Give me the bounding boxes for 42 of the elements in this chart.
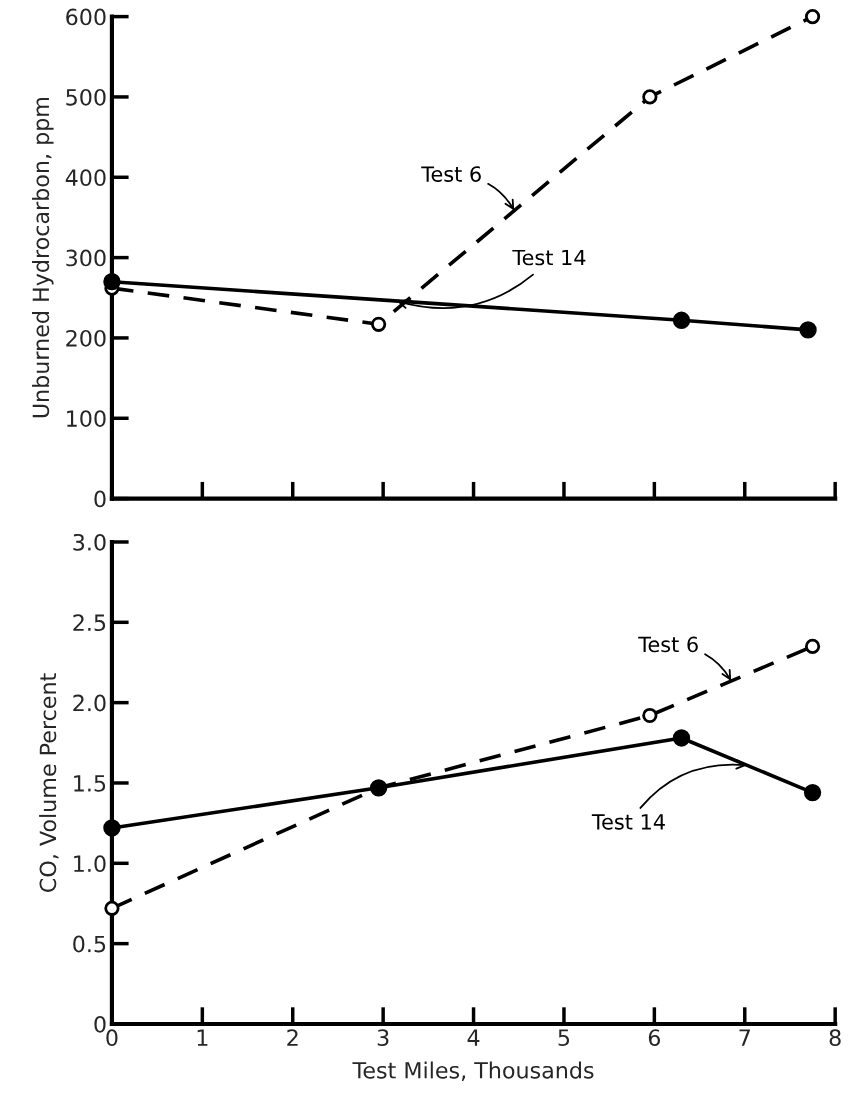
point	[103, 273, 121, 291]
y-tick-label: 2.0	[73, 694, 106, 712]
series-label: Test 6	[638, 636, 698, 653]
y-axis-title: Unburned Hydrocarbon, ppm	[32, 97, 54, 418]
text: Test 14	[591, 814, 665, 830]
point	[642, 707, 658, 724]
x-tick-label: 4	[467, 1029, 480, 1046]
text: Test 14	[512, 249, 586, 266]
text: Test 6	[421, 166, 481, 182]
y-tick-label: 500	[66, 88, 106, 106]
x-tick-label: 1	[197, 1029, 208, 1046]
y-tick-label: 1.0	[74, 855, 106, 873]
x-tick-label: 3	[377, 1029, 389, 1047]
point	[672, 729, 691, 747]
point	[103, 819, 121, 837]
x-tick-label: 0	[106, 1029, 118, 1047]
x-tick-label: 7	[739, 1029, 750, 1046]
y-axis-title: CO, Volume Percent	[39, 673, 59, 892]
y-tick-label: 100	[67, 410, 106, 428]
y-tick-label: 0	[94, 1015, 106, 1033]
x-axis-title: Test Miles, Thousands	[352, 1061, 594, 1081]
y-tick-label: 0	[94, 490, 106, 508]
y-tick-label: 2.5	[73, 614, 106, 632]
x-tick-label: 6	[648, 1029, 661, 1047]
x-tick-label: 8	[829, 1029, 841, 1047]
x-tick-label: 2	[287, 1029, 298, 1046]
y-tick-label: 0.5	[73, 935, 106, 953]
point	[104, 900, 120, 916]
y-tick-label: 400	[65, 169, 106, 187]
point	[642, 89, 658, 105]
y-tick-label: 200	[66, 329, 106, 347]
point	[672, 311, 691, 329]
point	[804, 638, 821, 655]
y-tick-label: 3.0	[73, 533, 106, 551]
y-tick-label: 600	[66, 8, 106, 26]
point	[804, 9, 821, 25]
point	[803, 783, 822, 802]
point	[799, 321, 817, 339]
y-tick-label: 300	[66, 249, 106, 267]
point	[371, 316, 387, 332]
x-tick-label: 5	[558, 1029, 570, 1047]
y-tick-label: 1.5	[74, 775, 106, 792]
